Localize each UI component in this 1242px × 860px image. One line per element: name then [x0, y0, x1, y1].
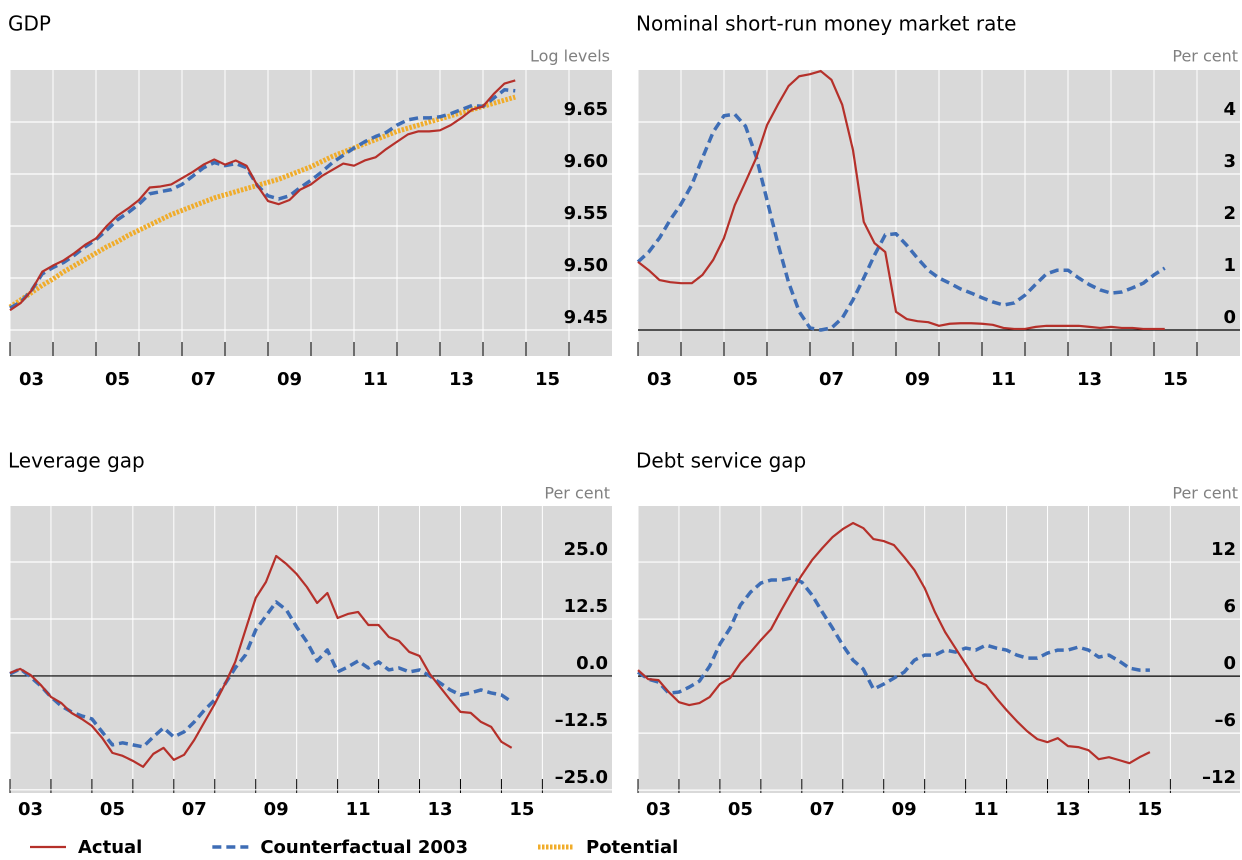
y-tick-label: –6	[1214, 710, 1236, 731]
x-tick-label: 15	[535, 369, 560, 390]
x-tick-label: 07	[810, 799, 835, 820]
series-line	[637, 521, 1151, 765]
y-tick-label: 3	[1223, 151, 1236, 172]
x-tick-label: 11	[346, 799, 371, 820]
series-line	[9, 79, 516, 312]
panel-title: Leverage gap	[8, 449, 145, 473]
y-tick-label: 0	[1223, 653, 1236, 674]
panel-title: Nominal short-run money market rate	[636, 12, 1016, 36]
y-tick-label: 1	[1223, 255, 1236, 276]
y-tick-label: 0.0	[576, 653, 608, 674]
series-line	[9, 88, 516, 310]
x-tick-label: 07	[182, 799, 207, 820]
y-tick-label: –12	[1202, 767, 1236, 788]
x-tick-label: 13	[427, 799, 452, 820]
y-tick-label: 12.5	[564, 596, 608, 617]
x-tick-label: 07	[191, 369, 216, 390]
series-line	[637, 69, 1165, 331]
y-tick-label: 6	[1223, 596, 1236, 617]
x-tick-label: 11	[991, 369, 1016, 390]
x-tick-label: 05	[728, 799, 753, 820]
y-tick-label: 9.55	[564, 203, 608, 224]
x-tick-label: 03	[646, 799, 671, 820]
x-tick-label: 05	[105, 369, 130, 390]
x-tick-label: 09	[905, 369, 930, 390]
legend: Actual Counterfactual 2003 Potential	[30, 837, 678, 858]
y-tick-label: 9.50	[564, 255, 608, 276]
x-tick-label: 15	[509, 799, 534, 820]
y-tick-label: 9.65	[564, 99, 608, 120]
unit-label: Log levels	[530, 47, 610, 66]
legend-label: Potential	[586, 837, 678, 856]
legend-label: Counterfactual 2003	[260, 837, 468, 856]
y-tick-label: 4	[1223, 99, 1236, 120]
x-tick-label: 03	[647, 369, 672, 390]
y-tick-label: –25.0	[555, 767, 608, 788]
x-tick-label: 15	[1137, 799, 1162, 820]
y-tick-label: 2	[1223, 203, 1236, 224]
y-tick-label: 0	[1223, 307, 1236, 328]
x-tick-label: 11	[974, 799, 999, 820]
series-line	[9, 554, 513, 768]
y-tick-label: 25.0	[564, 539, 608, 560]
series-line	[9, 600, 513, 749]
x-tick-label: 09	[892, 799, 917, 820]
y-tick-label: 9.45	[564, 307, 608, 328]
x-tick-label: 13	[1077, 369, 1102, 390]
unit-label: Per cent	[1172, 484, 1238, 503]
x-tick-label: 03	[19, 369, 44, 390]
x-tick-label: 15	[1163, 369, 1188, 390]
panel: Nominal short-run money market rate Per c…	[636, 12, 1240, 390]
series-line	[636, 112, 1166, 332]
plot-area	[638, 506, 1240, 793]
x-tick-label: 07	[819, 369, 844, 390]
panel: Leverage gap Per cent 03 05 07 09 11 13 15 –25.0 –…	[8, 449, 612, 820]
x-tick-label: 09	[277, 369, 302, 390]
x-tick-label: 05	[100, 799, 125, 820]
legend-label: Actual	[78, 837, 142, 856]
panel-title: Debt service gap	[636, 449, 806, 473]
x-tick-label: 13	[1055, 799, 1080, 820]
x-tick-label: 05	[733, 369, 758, 390]
unit-label: Per cent	[1172, 47, 1238, 66]
x-tick-label: 13	[449, 369, 474, 390]
panel: GDP Log levels 03 05 07 09 11 13 15 9.45 9.50 9.55 9…	[8, 12, 612, 390]
panel-title: GDP	[8, 12, 51, 36]
y-tick-label: 9.60	[564, 151, 608, 172]
x-tick-label: 11	[363, 369, 388, 390]
series-line	[637, 576, 1150, 695]
unit-label: Per cent	[544, 484, 610, 503]
panel: Debt service gap Per cent 03 05 07 09 11 13 15 –1…	[636, 449, 1240, 820]
x-tick-label: 09	[264, 799, 289, 820]
y-tick-label: 12	[1211, 539, 1236, 560]
y-tick-label: –12.5	[555, 710, 608, 731]
x-tick-label: 03	[18, 799, 43, 820]
